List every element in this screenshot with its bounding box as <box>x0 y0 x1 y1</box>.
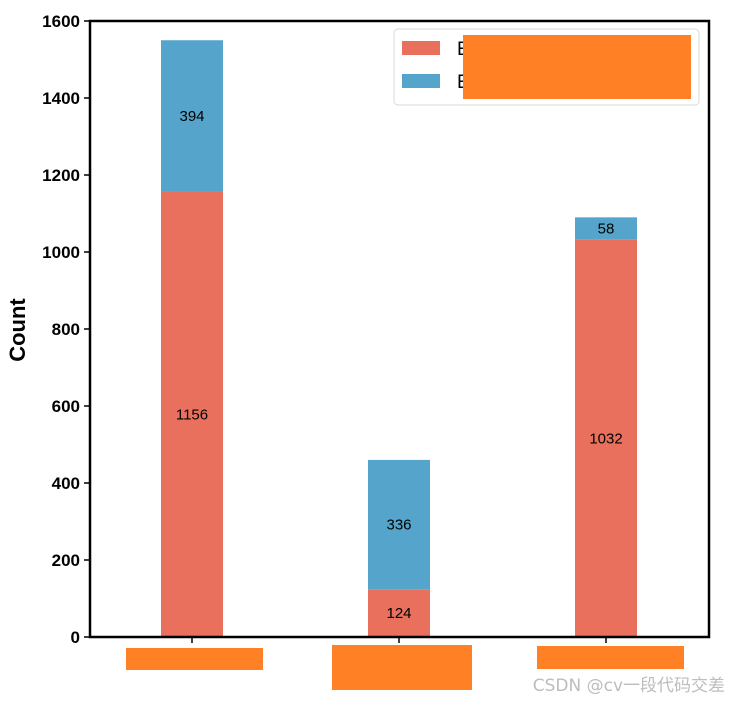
bar-segment-1 <box>368 589 430 637</box>
bar-segment-1 <box>161 191 223 637</box>
redaction-box <box>126 648 263 670</box>
y-tick-label: 1600 <box>42 12 80 31</box>
y-axis-label: Count <box>5 298 30 362</box>
redaction-boxes <box>126 35 691 690</box>
redaction-box <box>332 645 472 690</box>
bar-data-label: 124 <box>386 605 411 622</box>
bar-segment-2 <box>161 40 223 192</box>
y-tick-label: 1200 <box>42 166 80 185</box>
plot-frame <box>88 19 711 639</box>
bar-data-label: 1156 <box>176 406 208 423</box>
y-tick-label: 400 <box>52 474 80 493</box>
bar-segment-1 <box>575 239 637 637</box>
redaction-box <box>463 35 691 99</box>
y-tick-label: 200 <box>52 551 80 570</box>
y-tick-label: 1000 <box>42 243 80 262</box>
y-tick-label: 0 <box>71 628 80 647</box>
bar-segment-2 <box>368 459 430 590</box>
y-tick-label: 800 <box>52 320 80 339</box>
legend-swatch-2 <box>402 74 440 88</box>
y-tick-label: 1400 <box>42 89 80 108</box>
bar-data-label: 1032 <box>589 430 622 447</box>
bar-data-label: 394 <box>179 108 204 125</box>
bar-segment-2 <box>575 217 637 240</box>
redaction-box <box>537 646 684 669</box>
bar-data-label: 58 <box>598 221 615 238</box>
watermark: CSDN @cv一段代码交差 <box>533 676 725 696</box>
bar-data-label: 336 <box>386 517 411 534</box>
y-tick-label: 600 <box>52 397 80 416</box>
bars: 1156 394 124 336 1032 58 <box>161 40 637 637</box>
legend-swatch-1 <box>402 41 440 55</box>
y-axis-ticks: 0 200 400 600 800 1000 1200 1400 1600 <box>42 12 90 647</box>
